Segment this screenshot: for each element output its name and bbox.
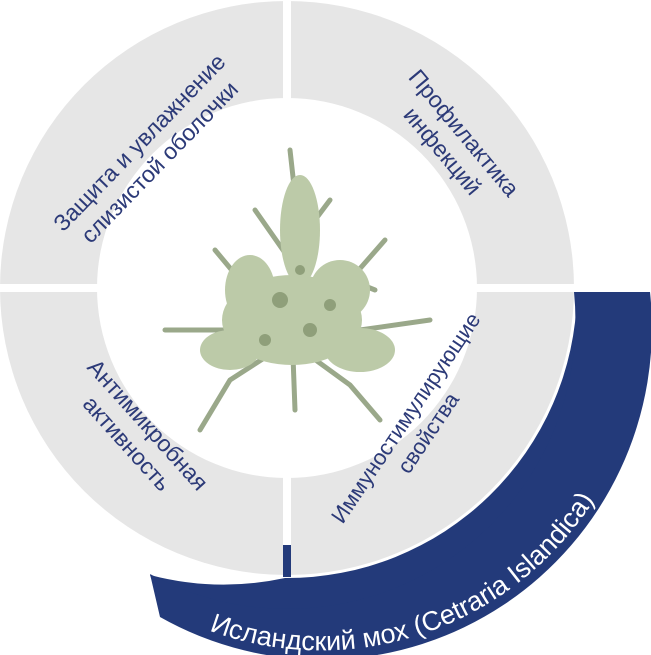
lichen-image: [162, 147, 433, 433]
